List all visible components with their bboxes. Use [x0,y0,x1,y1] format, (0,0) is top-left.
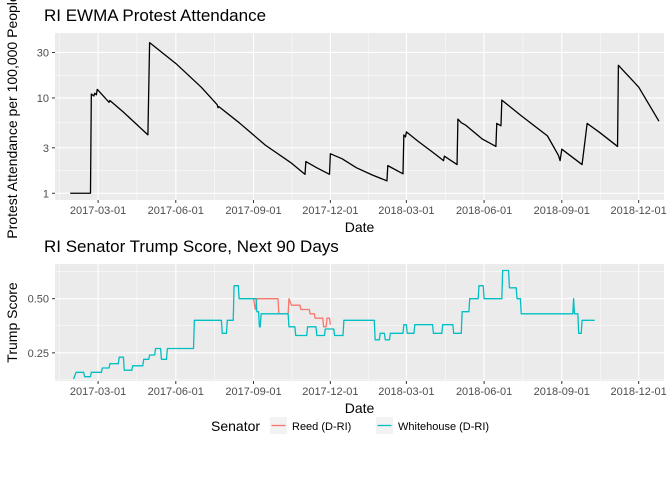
x-tick-label-trump-score: 2018-12-01 [611,386,667,398]
x-tick-label-protest: 2018-06-01 [456,205,512,217]
y-tick-label-protest: 1 [43,188,49,200]
x-tick-label-protest: 2017-09-01 [225,205,281,217]
x-tick-label-trump-score: 2017-06-01 [148,386,204,398]
x-axis-title-protest: Date [345,219,375,235]
x-tick-label-trump-score: 2018-03-01 [378,386,434,398]
series-line-reed [252,298,332,328]
y-axis-title-protest: Protest Attendance per 100,000 People [4,0,20,239]
legend-label-whitehouse: Whitehouse (D-RI) [398,421,489,433]
panel-protest: 2017-03-01 2017-06-01 2017-09-01 2017-12-01… [37,33,667,217]
legend-title: Senator [211,418,260,434]
x-tick-label-protest: 2017-06-01 [148,205,204,217]
x-tick-label-trump-score: 2018-09-01 [534,386,590,398]
x-tick-label-protest: 2017-12-01 [302,205,358,217]
x-tick-label-trump-score: 2017-09-01 [225,386,281,398]
x-tick-label-protest: 2018-12-01 [611,205,667,217]
panel-trump-score: 2017-03-01 2017-06-01 2017-09-01 2017-12-01… [28,264,667,398]
panel-background-protest [55,33,664,200]
x-tick-label-trump-score: 2017-12-01 [302,386,358,398]
legend-label-reed: Reed (D-RI) [292,421,351,433]
y-tick-label-protest: 3 [43,143,49,155]
legend [270,417,393,434]
x-tick-label-protest: 2018-03-01 [378,205,434,217]
x-axis-title-trump-score: Date [345,400,375,416]
x-tick-label-protest: 2017-03-01 [70,205,126,217]
y-tick-label-protest: 10 [37,93,49,105]
series-line-whitehouse [72,269,595,380]
y-axis-title-trump-score: Trump Score [4,282,20,363]
chart-title-protest: RI EWMA Protest Attendance [44,6,266,25]
x-tick-label-trump-score: 2018-06-01 [456,386,512,398]
x-tick-label-trump-score: 2017-03-01 [70,386,126,398]
x-tick-label-protest: 2018-09-01 [534,205,590,217]
chart-title-trump-score: RI Senator Trump Score, Next 90 Days [44,237,339,256]
y-tick-label-trump-score: 0.25 [28,348,49,360]
series-line-protest [70,42,660,194]
y-tick-label-protest: 30 [37,47,49,59]
y-tick-label-trump-score: 0.50 [28,294,49,306]
panel-background-trump-score [55,264,664,381]
